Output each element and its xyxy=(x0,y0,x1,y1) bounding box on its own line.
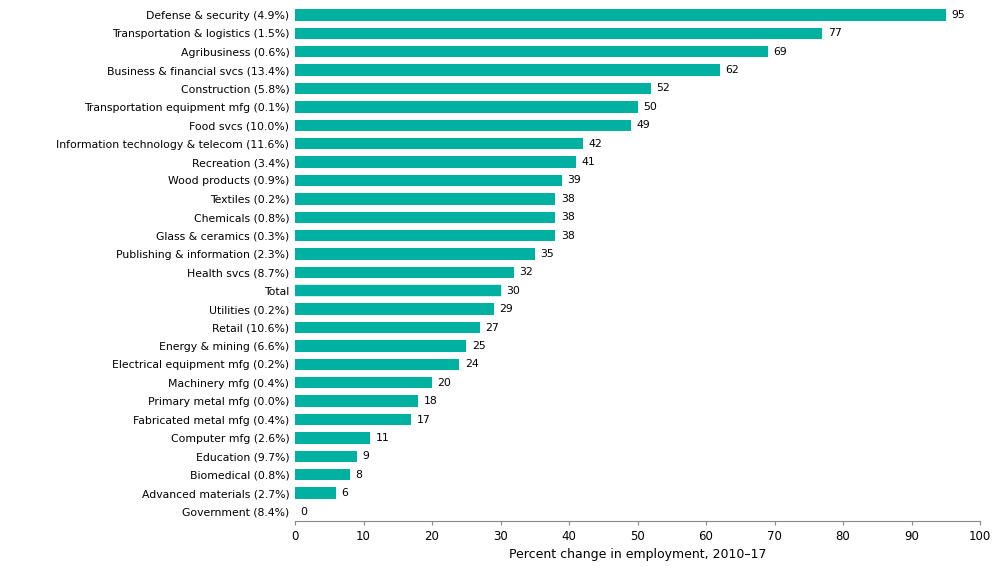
Text: 11: 11 xyxy=(376,433,390,443)
Bar xyxy=(295,340,466,351)
Bar xyxy=(295,414,411,425)
Bar xyxy=(295,119,631,131)
Text: 32: 32 xyxy=(520,267,533,277)
Bar xyxy=(295,156,576,168)
Bar xyxy=(295,193,555,204)
Text: 77: 77 xyxy=(828,28,842,38)
Bar xyxy=(295,230,555,241)
Text: 8: 8 xyxy=(355,470,362,480)
Text: 17: 17 xyxy=(417,414,431,424)
Bar xyxy=(295,396,418,407)
Text: 49: 49 xyxy=(636,120,650,130)
Text: 50: 50 xyxy=(643,102,657,112)
Bar xyxy=(295,285,501,297)
Bar xyxy=(295,487,336,499)
Bar xyxy=(295,138,583,149)
Bar xyxy=(295,212,555,223)
Bar xyxy=(295,469,350,481)
Bar xyxy=(295,322,480,333)
Text: 42: 42 xyxy=(588,139,602,149)
Text: 95: 95 xyxy=(951,10,965,20)
Text: 39: 39 xyxy=(568,175,581,186)
Bar xyxy=(295,248,535,260)
Bar xyxy=(295,65,720,76)
Text: 27: 27 xyxy=(485,323,499,333)
Text: 25: 25 xyxy=(472,341,485,351)
Bar xyxy=(295,101,638,113)
Bar xyxy=(295,28,822,39)
Bar xyxy=(295,303,494,315)
Text: 30: 30 xyxy=(506,286,520,296)
Text: 41: 41 xyxy=(581,157,595,167)
X-axis label: Percent change in employment, 2010–17: Percent change in employment, 2010–17 xyxy=(509,548,766,561)
Text: 38: 38 xyxy=(561,194,575,204)
Bar xyxy=(295,267,514,278)
Text: 18: 18 xyxy=(424,396,438,406)
Text: 35: 35 xyxy=(540,249,554,259)
Bar xyxy=(295,46,768,57)
Text: 29: 29 xyxy=(499,304,513,314)
Bar xyxy=(295,83,651,94)
Text: 9: 9 xyxy=(362,451,369,461)
Text: 62: 62 xyxy=(725,65,739,75)
Bar xyxy=(295,359,459,370)
Bar xyxy=(295,451,357,462)
Text: 69: 69 xyxy=(773,46,787,57)
Text: 20: 20 xyxy=(437,378,451,388)
Text: 38: 38 xyxy=(561,230,575,241)
Bar xyxy=(295,175,562,186)
Bar xyxy=(295,432,370,444)
Text: 38: 38 xyxy=(561,212,575,222)
Text: 24: 24 xyxy=(465,359,479,370)
Text: 52: 52 xyxy=(657,83,670,93)
Bar xyxy=(295,9,946,20)
Text: 0: 0 xyxy=(300,507,307,517)
Bar xyxy=(295,377,432,388)
Text: 6: 6 xyxy=(342,488,348,498)
